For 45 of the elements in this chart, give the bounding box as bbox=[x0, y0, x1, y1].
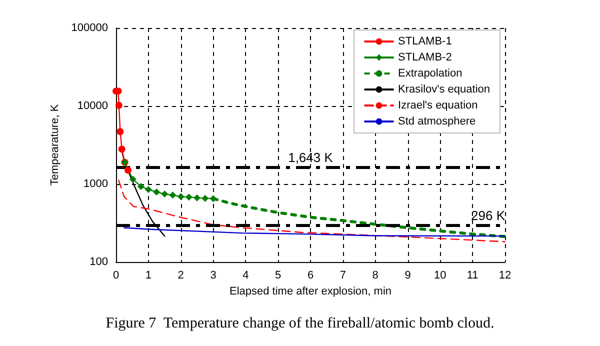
text: Figure 7 Temperature change of the fireball/atomic bomb cloud. bbox=[106, 316, 494, 332]
point bbox=[153, 188, 160, 196]
point bbox=[129, 176, 136, 183]
y-tick-label: 100000 bbox=[71, 22, 108, 34]
line-series bbox=[124, 227, 506, 237]
point bbox=[137, 182, 144, 190]
point bbox=[144, 186, 152, 194]
point bbox=[202, 194, 209, 202]
x-tick-label: 11 bbox=[466, 270, 478, 282]
x-tick-label: 12 bbox=[498, 270, 512, 282]
x-axis-title: Elapsed time after explosion, min bbox=[229, 285, 392, 298]
point bbox=[177, 193, 184, 200]
legend-label: Std atmosphere bbox=[398, 116, 476, 128]
point bbox=[194, 194, 201, 202]
point bbox=[124, 166, 132, 174]
y-tick-label: 100 bbox=[90, 256, 108, 268]
x-tick-label: 3 bbox=[210, 270, 216, 282]
x-tick-label: 1 bbox=[145, 270, 152, 282]
x-tick-label: 9 bbox=[404, 270, 411, 282]
x-tick-label: 7 bbox=[340, 270, 346, 282]
legend-label: Krasilov's equation bbox=[398, 84, 490, 96]
legend-label: STLAMB-2 bbox=[398, 52, 452, 64]
legend-label: Izrael's equation bbox=[398, 100, 478, 112]
point bbox=[169, 192, 176, 199]
x-tick-label: 2 bbox=[178, 270, 184, 282]
y-axis-title: Tempearature, K bbox=[48, 104, 61, 186]
x-tick-label: 8 bbox=[372, 270, 378, 282]
x-tick-label: 5 bbox=[275, 270, 282, 282]
ref-line-label: 1,643 K bbox=[288, 150, 334, 166]
point bbox=[210, 195, 217, 202]
x-tick-label: 4 bbox=[242, 270, 249, 282]
legend-label: STLAMB-1 bbox=[398, 36, 452, 48]
point bbox=[161, 190, 168, 198]
y-tick-label: 10000 bbox=[77, 100, 108, 112]
line-series bbox=[118, 180, 506, 242]
point bbox=[115, 102, 122, 109]
x-tick-label: 6 bbox=[307, 270, 314, 282]
point bbox=[118, 146, 126, 153]
legend-label: Extrapolation bbox=[398, 68, 462, 80]
y-tick-label: 1000 bbox=[84, 178, 108, 190]
x-tick-label: 0 bbox=[112, 270, 120, 282]
point bbox=[185, 194, 192, 201]
x-tick-label: 10 bbox=[434, 270, 446, 282]
point bbox=[116, 128, 124, 136]
ref-line-label: 296 K bbox=[471, 208, 506, 224]
